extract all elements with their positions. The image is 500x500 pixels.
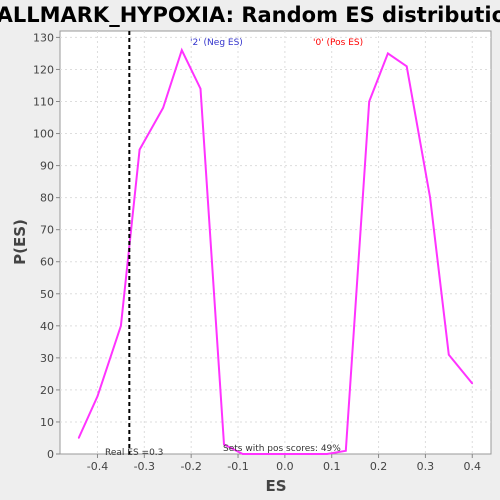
x-tick-label: -0.3 [134, 460, 155, 473]
x-tick-label: -0.1 [227, 460, 248, 473]
es-data-point [181, 49, 183, 52]
es-data-point [77, 437, 80, 439]
es-data-point [284, 453, 286, 455]
es-data-point [405, 65, 408, 68]
es-data-point [241, 453, 244, 455]
grid [60, 31, 491, 454]
y-tick-label: 20 [40, 384, 54, 397]
es-data-point [471, 382, 474, 385]
y-axis: 0 10 20 30 40 50 60 70 80 90 100 110 120 130 [33, 31, 60, 461]
y-tick-label: 60 [40, 256, 54, 269]
x-tick-label: 0.0 [276, 460, 294, 473]
y-tick-label: 100 [33, 128, 54, 141]
es-data-point [138, 148, 141, 151]
es-data-point [344, 449, 347, 452]
real-es-label: Real ES =0.3 [105, 448, 163, 458]
x-tick-label: 0.1 [323, 460, 341, 473]
es-data-point [96, 395, 99, 398]
y-tick-label: 120 [33, 63, 54, 76]
es-data-point [307, 453, 310, 455]
y-tick-label: 0 [47, 448, 54, 461]
x-tick-label: -0.2 [180, 460, 201, 473]
es-data-point [368, 100, 370, 103]
es-data-point [199, 87, 202, 90]
es-data-point [326, 453, 328, 455]
es-data-point [448, 353, 450, 356]
y-tick-label: 40 [40, 320, 54, 333]
y-tick-label: 90 [40, 160, 54, 173]
x-axis: -0.4 -0.3 -0.2 -0.1 0.0 0.1 0.2 0.3 0.4 [87, 454, 481, 473]
y-tick-label: 130 [33, 31, 54, 44]
y-tick-label: 30 [40, 352, 54, 365]
x-tick-label: 0.3 [417, 460, 435, 473]
y-tick-label: 80 [40, 192, 54, 205]
y-tick-label: 10 [40, 416, 54, 429]
es-data-point [387, 52, 389, 55]
pos-es-label: '0' (Pos ES) [313, 38, 363, 48]
chart-title: HALLMARK_HYPOXIA: Random ES distribution [0, 3, 500, 27]
y-axis-label: P(ES) [11, 219, 29, 265]
neg-es-label: '2' (Neg ES) [190, 38, 243, 48]
es-data-point [429, 196, 431, 199]
x-tick-label: 0.4 [464, 460, 482, 473]
es-data-point [223, 443, 225, 446]
es-series-line [77, 47, 474, 455]
y-tick-label: 70 [40, 224, 54, 237]
es-data-point [260, 453, 263, 455]
y-tick-label: 110 [33, 96, 54, 109]
plot-area [59, 30, 492, 455]
x-axis-label: ES [265, 477, 286, 495]
es-data-point [120, 325, 122, 327]
es-data-point [162, 107, 164, 109]
x-tick-label: -0.4 [87, 460, 108, 473]
x-tick-label: 0.2 [370, 460, 388, 473]
pos-scores-label: Sets with pos scores: 49% [223, 444, 341, 454]
y-tick-label: 50 [40, 288, 54, 301]
